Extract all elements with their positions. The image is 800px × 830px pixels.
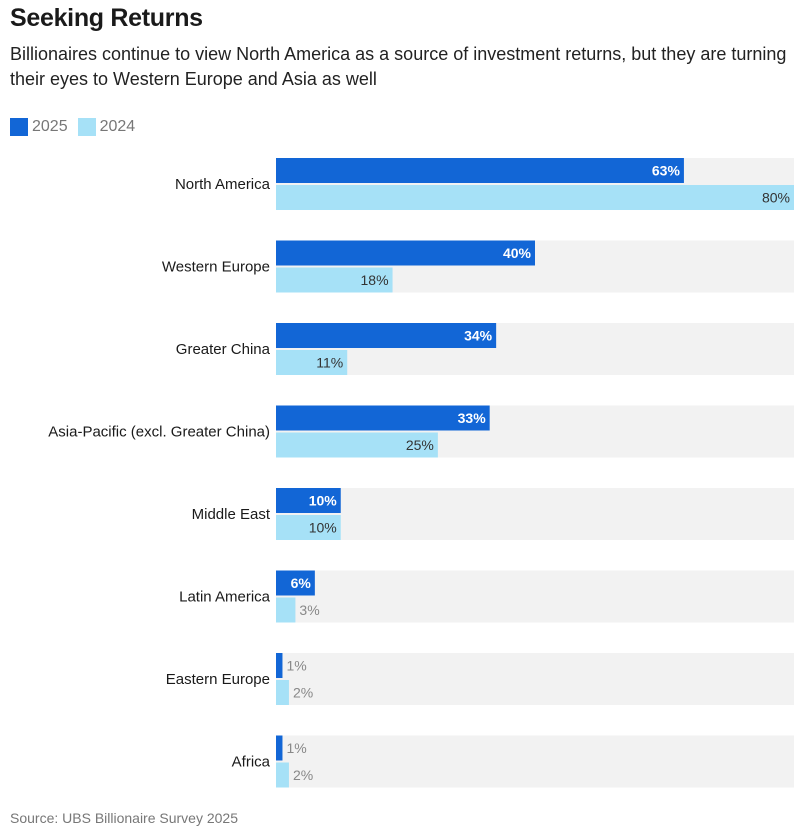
chart-subtitle: Billionaires continue to view North Amer…	[10, 44, 787, 89]
bar-2024-asia-pacific-excl-greater-china	[276, 432, 438, 458]
category-label-greater-china: Greater China	[176, 341, 271, 358]
chart-title: Seeking Returns	[10, 4, 203, 32]
value-label-2025-greater-china: 34%	[464, 328, 493, 344]
value-label-2025-africa: 1%	[286, 740, 306, 756]
bar-2024-africa	[276, 762, 289, 788]
source-note: Source: UBS Billionaire Survey 2025	[10, 810, 239, 826]
category-label-latin-america: Latin America	[179, 589, 271, 606]
bar-2025-latin-america	[276, 570, 315, 596]
category-label-africa: Africa	[232, 754, 271, 771]
value-label-2024-latin-america: 3%	[299, 602, 319, 618]
value-label-2024-eastern-europe: 2%	[293, 685, 313, 701]
bar-2024-middle-east	[276, 515, 341, 540]
track-middle-east	[276, 488, 794, 540]
bar-2024-western-europe	[276, 267, 393, 293]
bar-2025-western-europe	[276, 240, 535, 266]
category-label-eastern-europe: Eastern Europe	[166, 671, 270, 688]
value-label-2025-asia-pacific-excl-greater-china: 33%	[458, 410, 487, 426]
category-label-middle-east: Middle East	[192, 506, 271, 523]
legend-item-2025: 2025	[10, 118, 68, 136]
bar-2024-north-america	[276, 185, 794, 210]
bar-2025-asia-pacific-excl-greater-china	[276, 405, 490, 431]
bar-2025-eastern-europe	[276, 653, 283, 678]
track-africa	[276, 735, 794, 788]
value-label-2025-middle-east: 10%	[309, 493, 338, 509]
value-label-2025-eastern-europe: 1%	[286, 658, 306, 674]
value-label-2025-western-europe: 40%	[503, 245, 532, 261]
legend-swatch-2024	[77, 118, 96, 136]
track-latin-america	[276, 570, 794, 623]
bar-2025-north-america	[276, 158, 684, 183]
bar-2024-latin-america	[276, 597, 296, 623]
legend-label-2025: 2025	[32, 118, 68, 135]
value-label-2025-latin-america: 6%	[291, 575, 312, 591]
legend-item-2024: 2024	[77, 118, 136, 136]
value-label-2024-middle-east: 10%	[309, 520, 337, 536]
category-label-western-europe: Western Europe	[162, 259, 270, 276]
category-label-asia-pacific-excl-greater-china: Asia-Pacific (excl. Greater China)	[48, 424, 270, 441]
value-label-2024-western-europe: 18%	[361, 272, 389, 288]
bar-2025-greater-china	[276, 323, 497, 348]
value-label-2024-north-america: 80%	[762, 190, 790, 206]
bar-2025-africa	[276, 735, 283, 761]
bar-2025-middle-east	[276, 488, 341, 513]
value-label-2024-africa: 2%	[293, 767, 313, 783]
value-label-2024-greater-china: 11%	[316, 355, 343, 371]
track-eastern-europe	[276, 653, 794, 705]
legend: 2025 2024	[10, 118, 145, 136]
bar-2024-greater-china	[276, 350, 348, 375]
category-label-north-america: North America	[175, 176, 271, 193]
legend-label-2024: 2024	[99, 118, 136, 135]
value-label-2024-asia-pacific-excl-greater-china: 25%	[406, 437, 434, 453]
legend-swatch-2025	[10, 118, 28, 136]
value-label-2025-north-america: 63%	[652, 163, 681, 179]
bar-2024-eastern-europe	[276, 680, 289, 705]
